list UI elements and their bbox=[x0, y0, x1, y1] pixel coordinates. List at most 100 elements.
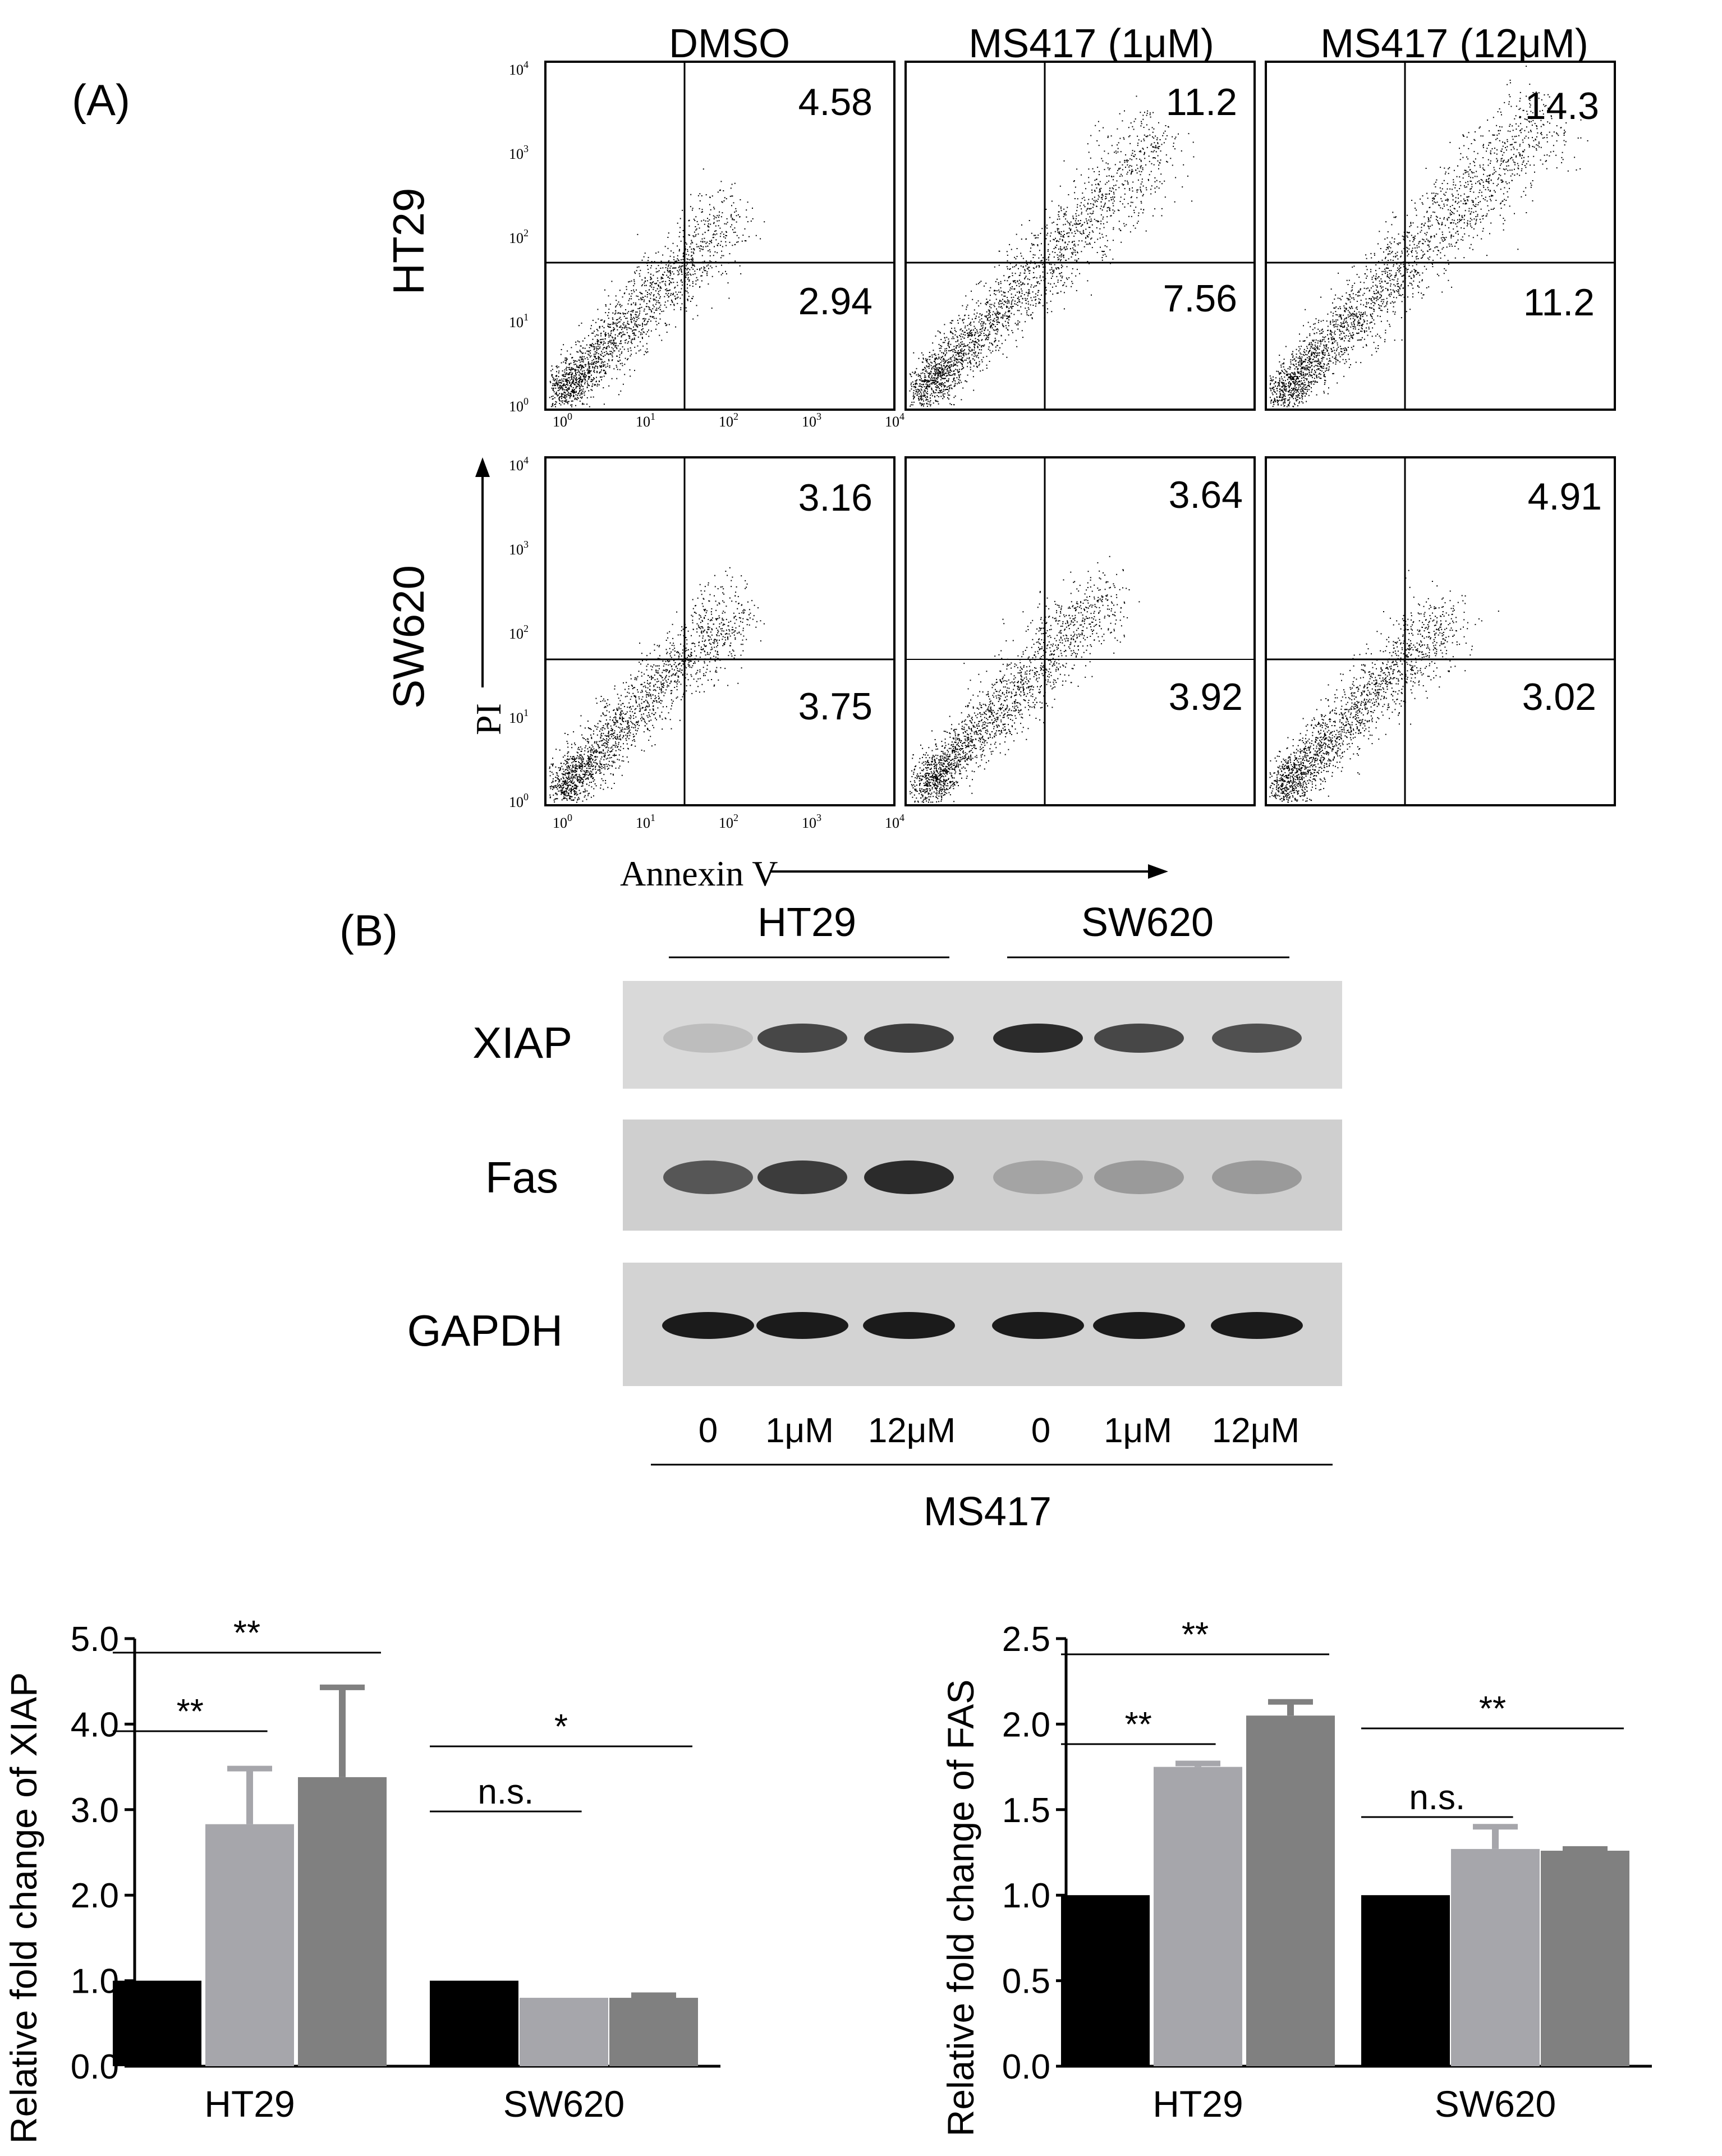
flow-plot-ht29-12um bbox=[1265, 61, 1616, 411]
axis-tick-label: 104 bbox=[509, 455, 529, 474]
y-axis-label: Relative fold change of XIAP bbox=[3, 1672, 44, 2144]
axis-tick-exponent: 3 bbox=[524, 143, 529, 154]
band-xiap bbox=[757, 1024, 847, 1053]
band-fas bbox=[1212, 1160, 1302, 1194]
quadrant-upper-sw620-1um: 3.64 bbox=[1169, 474, 1243, 516]
y-tick-label: 1.0 bbox=[71, 1962, 119, 2001]
axis-tick-exponent: 4 bbox=[524, 455, 529, 466]
y-tick-label: 2.0 bbox=[1002, 1705, 1050, 1744]
significance-label: ** bbox=[177, 1692, 204, 1731]
axis-tick-label: 104 bbox=[885, 411, 904, 430]
axis-tick-label: 101 bbox=[509, 311, 529, 331]
bar-sw620-2 bbox=[1541, 1850, 1629, 2066]
axis-tick-label: 100 bbox=[553, 411, 572, 430]
pi-axis-arrowhead bbox=[475, 457, 490, 477]
bar-ht29-2 bbox=[298, 1777, 387, 2066]
bar-ht29-1 bbox=[1154, 1767, 1242, 2066]
y-tick-label: 4.0 bbox=[71, 1705, 119, 1744]
band-gapdh bbox=[863, 1312, 955, 1339]
y-tick-label: 1.5 bbox=[1002, 1791, 1050, 1830]
axis-tick-exponent: 0 bbox=[524, 396, 529, 407]
axis-tick-exponent: 1 bbox=[524, 311, 529, 323]
row-label-sw620: SW620 bbox=[384, 565, 433, 709]
scatter-events bbox=[910, 556, 1140, 803]
y-tick-label: 0.0 bbox=[1002, 2048, 1050, 2086]
y-tick-label: 3.0 bbox=[71, 1791, 119, 1830]
western-blot bbox=[623, 981, 1342, 1386]
bar-ht29-2 bbox=[1246, 1715, 1335, 2066]
y-tick-label: 0.5 bbox=[1002, 1962, 1050, 2001]
axis-tick-exponent: 4 bbox=[899, 411, 904, 422]
axis-tick-exponent: 0 bbox=[567, 411, 572, 422]
bar-ht29-0 bbox=[113, 1980, 201, 2066]
axis-tick-exponent: 2 bbox=[733, 812, 738, 823]
bar-sw620-0 bbox=[430, 1980, 518, 2066]
quadrant-lower-ht29-1um: 7.56 bbox=[1163, 277, 1237, 320]
condition-header-ms417-1um: MS417 (1μM) bbox=[968, 21, 1214, 66]
panel-b-label: (B) bbox=[339, 906, 398, 955]
axis-tick-exponent: 4 bbox=[524, 59, 529, 70]
axis-tick-label: 101 bbox=[636, 411, 655, 430]
quadrant-upper-ht29-12um: 14.3 bbox=[1525, 85, 1599, 127]
axis-tick-label: 104 bbox=[509, 59, 529, 78]
axis-tick-label: 102 bbox=[719, 411, 738, 430]
panel-a-label: (A) bbox=[72, 75, 130, 125]
significance-label: ** bbox=[1125, 1705, 1152, 1744]
band-fas bbox=[757, 1160, 847, 1194]
band-gapdh bbox=[992, 1312, 1084, 1339]
pi-axis-label: PI bbox=[469, 703, 508, 735]
band-gapdh bbox=[662, 1312, 754, 1339]
axis-tick-label: 103 bbox=[802, 411, 821, 430]
bar-ht29-0 bbox=[1061, 1895, 1150, 2066]
axis-tick-exponent: 2 bbox=[524, 623, 529, 634]
flow-cytometry-grid bbox=[544, 61, 1616, 806]
band-label-xiap: XIAP bbox=[472, 1018, 572, 1067]
lane-label: 1μM bbox=[765, 1411, 834, 1450]
flow-plot-ht29-dmso bbox=[544, 61, 896, 411]
band-label-fas: Fas bbox=[485, 1153, 558, 1202]
blot-group-sw620: SW620 bbox=[1081, 900, 1214, 945]
scatter-dots bbox=[549, 66, 1588, 803]
axis-tick-exponent: 3 bbox=[524, 539, 529, 550]
lane-label: 12μM bbox=[1212, 1411, 1299, 1450]
band-gapdh bbox=[756, 1312, 848, 1339]
axis-tick-label: 102 bbox=[719, 812, 738, 831]
quadrant-upper-sw620-dmso: 3.16 bbox=[798, 476, 873, 519]
axis-tick-exponent: 0 bbox=[567, 812, 572, 823]
quadrant-upper-ht29-dmso: 4.58 bbox=[798, 81, 873, 123]
y-tick-label: 1.0 bbox=[1002, 1877, 1050, 1915]
bar-sw620-1 bbox=[520, 1998, 608, 2066]
axis-tick-exponent: 0 bbox=[524, 791, 529, 802]
flow-plot-sw620-12um bbox=[1265, 456, 1616, 806]
band-xiap bbox=[993, 1024, 1083, 1053]
x-tick-label: SW620 bbox=[503, 2083, 624, 2125]
quadrant-lower-sw620-12um: 3.02 bbox=[1522, 676, 1596, 718]
axis-tick-exponent: 1 bbox=[524, 707, 529, 718]
band-xiap bbox=[663, 1024, 753, 1053]
y-tick-label: 5.0 bbox=[71, 1620, 119, 1659]
significance-label: ** bbox=[233, 1614, 260, 1653]
y-tick-label: 0.0 bbox=[71, 2048, 119, 2086]
axis-tick-label: 103 bbox=[509, 143, 529, 162]
band-gapdh bbox=[1093, 1312, 1185, 1339]
quadrant-lower-sw620-1um: 3.92 bbox=[1169, 676, 1243, 718]
xiap-bar-chart: 0.0 1.0 2.0 3.0 4.0 5.0 Relative fold change o… bbox=[3, 1614, 720, 2144]
bar-sw620-0 bbox=[1361, 1895, 1450, 2066]
significance-label: n.s. bbox=[1409, 1778, 1465, 1817]
x-tick-label: HT29 bbox=[204, 2083, 295, 2125]
scatter-events bbox=[1269, 66, 1588, 407]
band-fas bbox=[1094, 1160, 1184, 1194]
flow-plot-sw620-1um bbox=[904, 456, 1256, 806]
scatter-events bbox=[909, 95, 1195, 407]
scatter-events bbox=[549, 567, 765, 803]
quadrant-lower-ht29-dmso: 2.94 bbox=[798, 280, 873, 323]
quadrant-upper-sw620-12um: 4.91 bbox=[1528, 475, 1602, 518]
band-xiap bbox=[864, 1024, 954, 1053]
axis-tick-label: 100 bbox=[553, 812, 572, 831]
bar-sw620-1 bbox=[1451, 1848, 1540, 2066]
x-tick-label: HT29 bbox=[1152, 2083, 1243, 2125]
axis-tick-label: 101 bbox=[636, 812, 655, 831]
axis-tick-label: 103 bbox=[802, 812, 821, 831]
